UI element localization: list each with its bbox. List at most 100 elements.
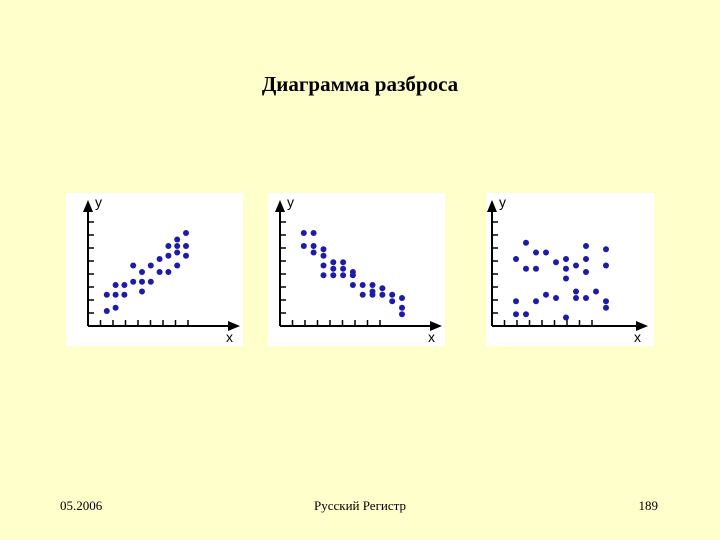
x-axis-label: x (634, 329, 641, 345)
data-point (603, 246, 609, 253)
data-point (349, 272, 356, 279)
data-point (320, 262, 327, 269)
data-point (369, 282, 376, 288)
data-point (583, 256, 589, 262)
data-point (389, 291, 396, 298)
y-axis-label: y (287, 194, 294, 210)
data-point (147, 278, 154, 285)
x-axis-arrow (228, 321, 240, 331)
data-point (583, 295, 589, 301)
data-point (330, 265, 337, 272)
data-point (513, 311, 519, 318)
x-axis-arrow (430, 321, 442, 331)
x-axis-label: x (428, 329, 435, 345)
data-point (300, 243, 307, 249)
y-axis-label: y (95, 194, 102, 210)
slide-title: Диаграмма разброса (261, 72, 459, 96)
data-point (583, 243, 589, 249)
data-point (139, 288, 145, 295)
data-point (513, 256, 519, 262)
data-point (103, 291, 110, 298)
data-point (320, 246, 327, 253)
data-point (533, 249, 539, 256)
data-point (310, 249, 317, 256)
data-point (139, 269, 145, 275)
data-point (330, 259, 337, 266)
data-point (573, 288, 579, 295)
data-point (563, 275, 569, 282)
data-point (563, 314, 569, 321)
data-point (310, 243, 317, 249)
data-point (174, 249, 181, 256)
scatter-chart-positive: yx (83, 194, 240, 345)
data-point (183, 252, 189, 259)
data-point (300, 230, 307, 236)
data-point (553, 295, 559, 301)
data-point (340, 272, 347, 279)
data-point (121, 291, 128, 298)
data-point (165, 243, 172, 249)
data-point (174, 243, 181, 249)
data-point (174, 262, 181, 269)
data-point (112, 291, 119, 298)
data-point (165, 252, 172, 259)
data-point (533, 298, 539, 305)
footer-date: 05.2006 (60, 498, 103, 513)
scatter-chart-negative: yx (275, 194, 442, 345)
data-point (389, 298, 396, 305)
scatter-chart-none: yx (487, 194, 648, 345)
data-point (523, 239, 529, 246)
data-point (183, 230, 189, 236)
data-point (603, 262, 609, 269)
data-point (320, 272, 327, 279)
x-axis-label: x (226, 329, 233, 345)
data-point (399, 311, 405, 318)
data-point (121, 282, 128, 288)
data-point (147, 262, 154, 269)
data-point (103, 308, 110, 314)
data-point (603, 298, 609, 305)
data-point (165, 269, 172, 275)
y-axis-arrow (275, 200, 285, 212)
y-axis-arrow (487, 200, 497, 212)
data-point (174, 236, 181, 243)
data-point (310, 230, 317, 236)
data-point (320, 252, 327, 259)
data-point (513, 298, 519, 305)
data-point (156, 269, 163, 275)
data-point (139, 278, 145, 285)
data-point (573, 262, 579, 269)
data-point (563, 256, 569, 262)
data-point (533, 265, 539, 272)
data-point (523, 265, 529, 272)
y-axis-arrow (83, 200, 93, 212)
y-axis-label: y (499, 194, 506, 210)
data-point (183, 243, 189, 249)
data-point (156, 256, 163, 262)
footer-organization: Русский Регистр (314, 498, 406, 513)
data-point (583, 269, 589, 275)
data-point (543, 291, 549, 298)
data-point (130, 262, 137, 269)
data-point (330, 272, 337, 279)
footer-page-number: 189 (638, 498, 659, 513)
data-point (379, 291, 386, 298)
data-point (112, 282, 119, 288)
data-point (543, 249, 549, 256)
data-point (340, 259, 347, 266)
data-point (523, 311, 529, 318)
data-point (379, 285, 386, 292)
data-point (359, 291, 366, 298)
data-point (349, 282, 356, 288)
data-point (399, 304, 405, 311)
data-point (553, 259, 559, 266)
data-point (340, 265, 347, 272)
data-point (359, 282, 366, 288)
data-point (593, 288, 599, 295)
data-point (603, 304, 609, 311)
data-point (573, 295, 579, 301)
data-point (112, 304, 119, 311)
